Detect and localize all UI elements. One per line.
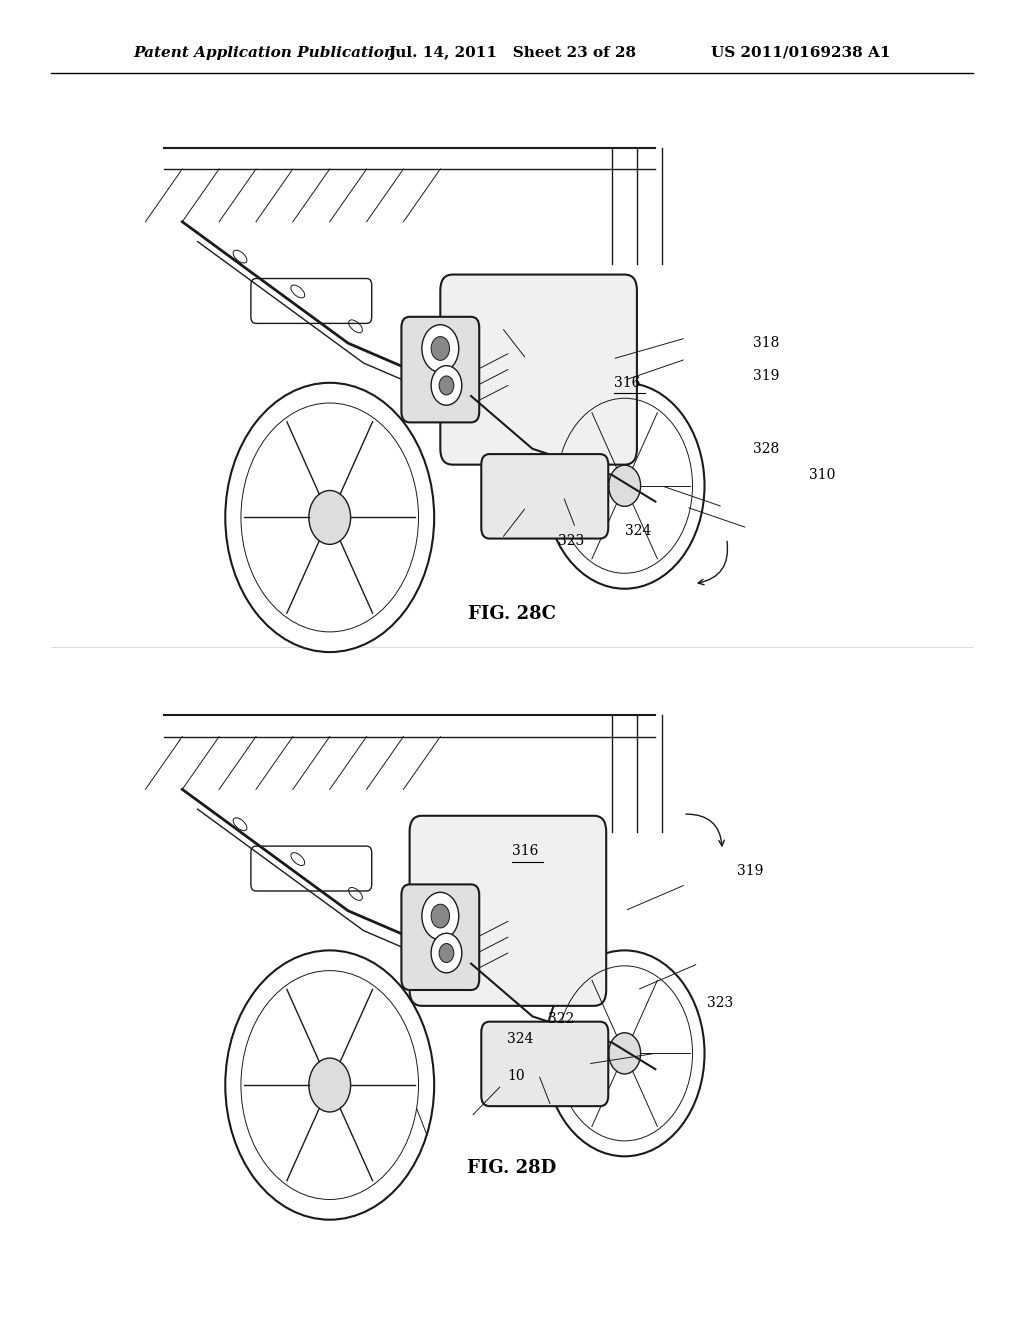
Text: 323: 323 xyxy=(558,535,585,548)
Circle shape xyxy=(431,366,462,405)
FancyBboxPatch shape xyxy=(410,816,606,1006)
Bar xyxy=(133,673,748,1201)
Circle shape xyxy=(431,337,450,360)
FancyBboxPatch shape xyxy=(481,1022,608,1106)
Text: 319: 319 xyxy=(753,370,779,383)
Circle shape xyxy=(608,465,641,507)
Circle shape xyxy=(225,950,434,1220)
Text: FIG. 28D: FIG. 28D xyxy=(467,1159,557,1177)
Circle shape xyxy=(545,950,705,1156)
Circle shape xyxy=(422,325,459,372)
Text: 324: 324 xyxy=(625,524,651,537)
FancyBboxPatch shape xyxy=(440,275,637,465)
Bar xyxy=(133,106,748,634)
Circle shape xyxy=(431,904,450,928)
Circle shape xyxy=(422,892,459,940)
Circle shape xyxy=(309,1059,350,1111)
FancyBboxPatch shape xyxy=(401,317,479,422)
Text: Jul. 14, 2011   Sheet 23 of 28: Jul. 14, 2011 Sheet 23 of 28 xyxy=(388,46,636,59)
FancyBboxPatch shape xyxy=(481,454,608,539)
Text: 324: 324 xyxy=(507,1032,534,1045)
Circle shape xyxy=(608,1032,641,1074)
Text: US 2011/0169238 A1: US 2011/0169238 A1 xyxy=(712,46,891,59)
Text: 319: 319 xyxy=(737,865,764,878)
Text: Patent Application Publication: Patent Application Publication xyxy=(133,46,395,59)
Text: 323: 323 xyxy=(707,997,733,1010)
Text: 328: 328 xyxy=(753,442,779,455)
Circle shape xyxy=(309,491,350,544)
Circle shape xyxy=(439,944,454,962)
Text: 316: 316 xyxy=(512,845,539,858)
Circle shape xyxy=(431,933,462,973)
Text: 10: 10 xyxy=(507,1069,524,1082)
FancyBboxPatch shape xyxy=(401,884,479,990)
Circle shape xyxy=(545,383,705,589)
Text: 310: 310 xyxy=(809,469,836,482)
Text: 322: 322 xyxy=(548,1012,574,1026)
Text: 316: 316 xyxy=(614,376,641,389)
Circle shape xyxy=(225,383,434,652)
Circle shape xyxy=(439,376,454,395)
Text: FIG. 28C: FIG. 28C xyxy=(468,605,556,623)
Text: 318: 318 xyxy=(753,337,779,350)
